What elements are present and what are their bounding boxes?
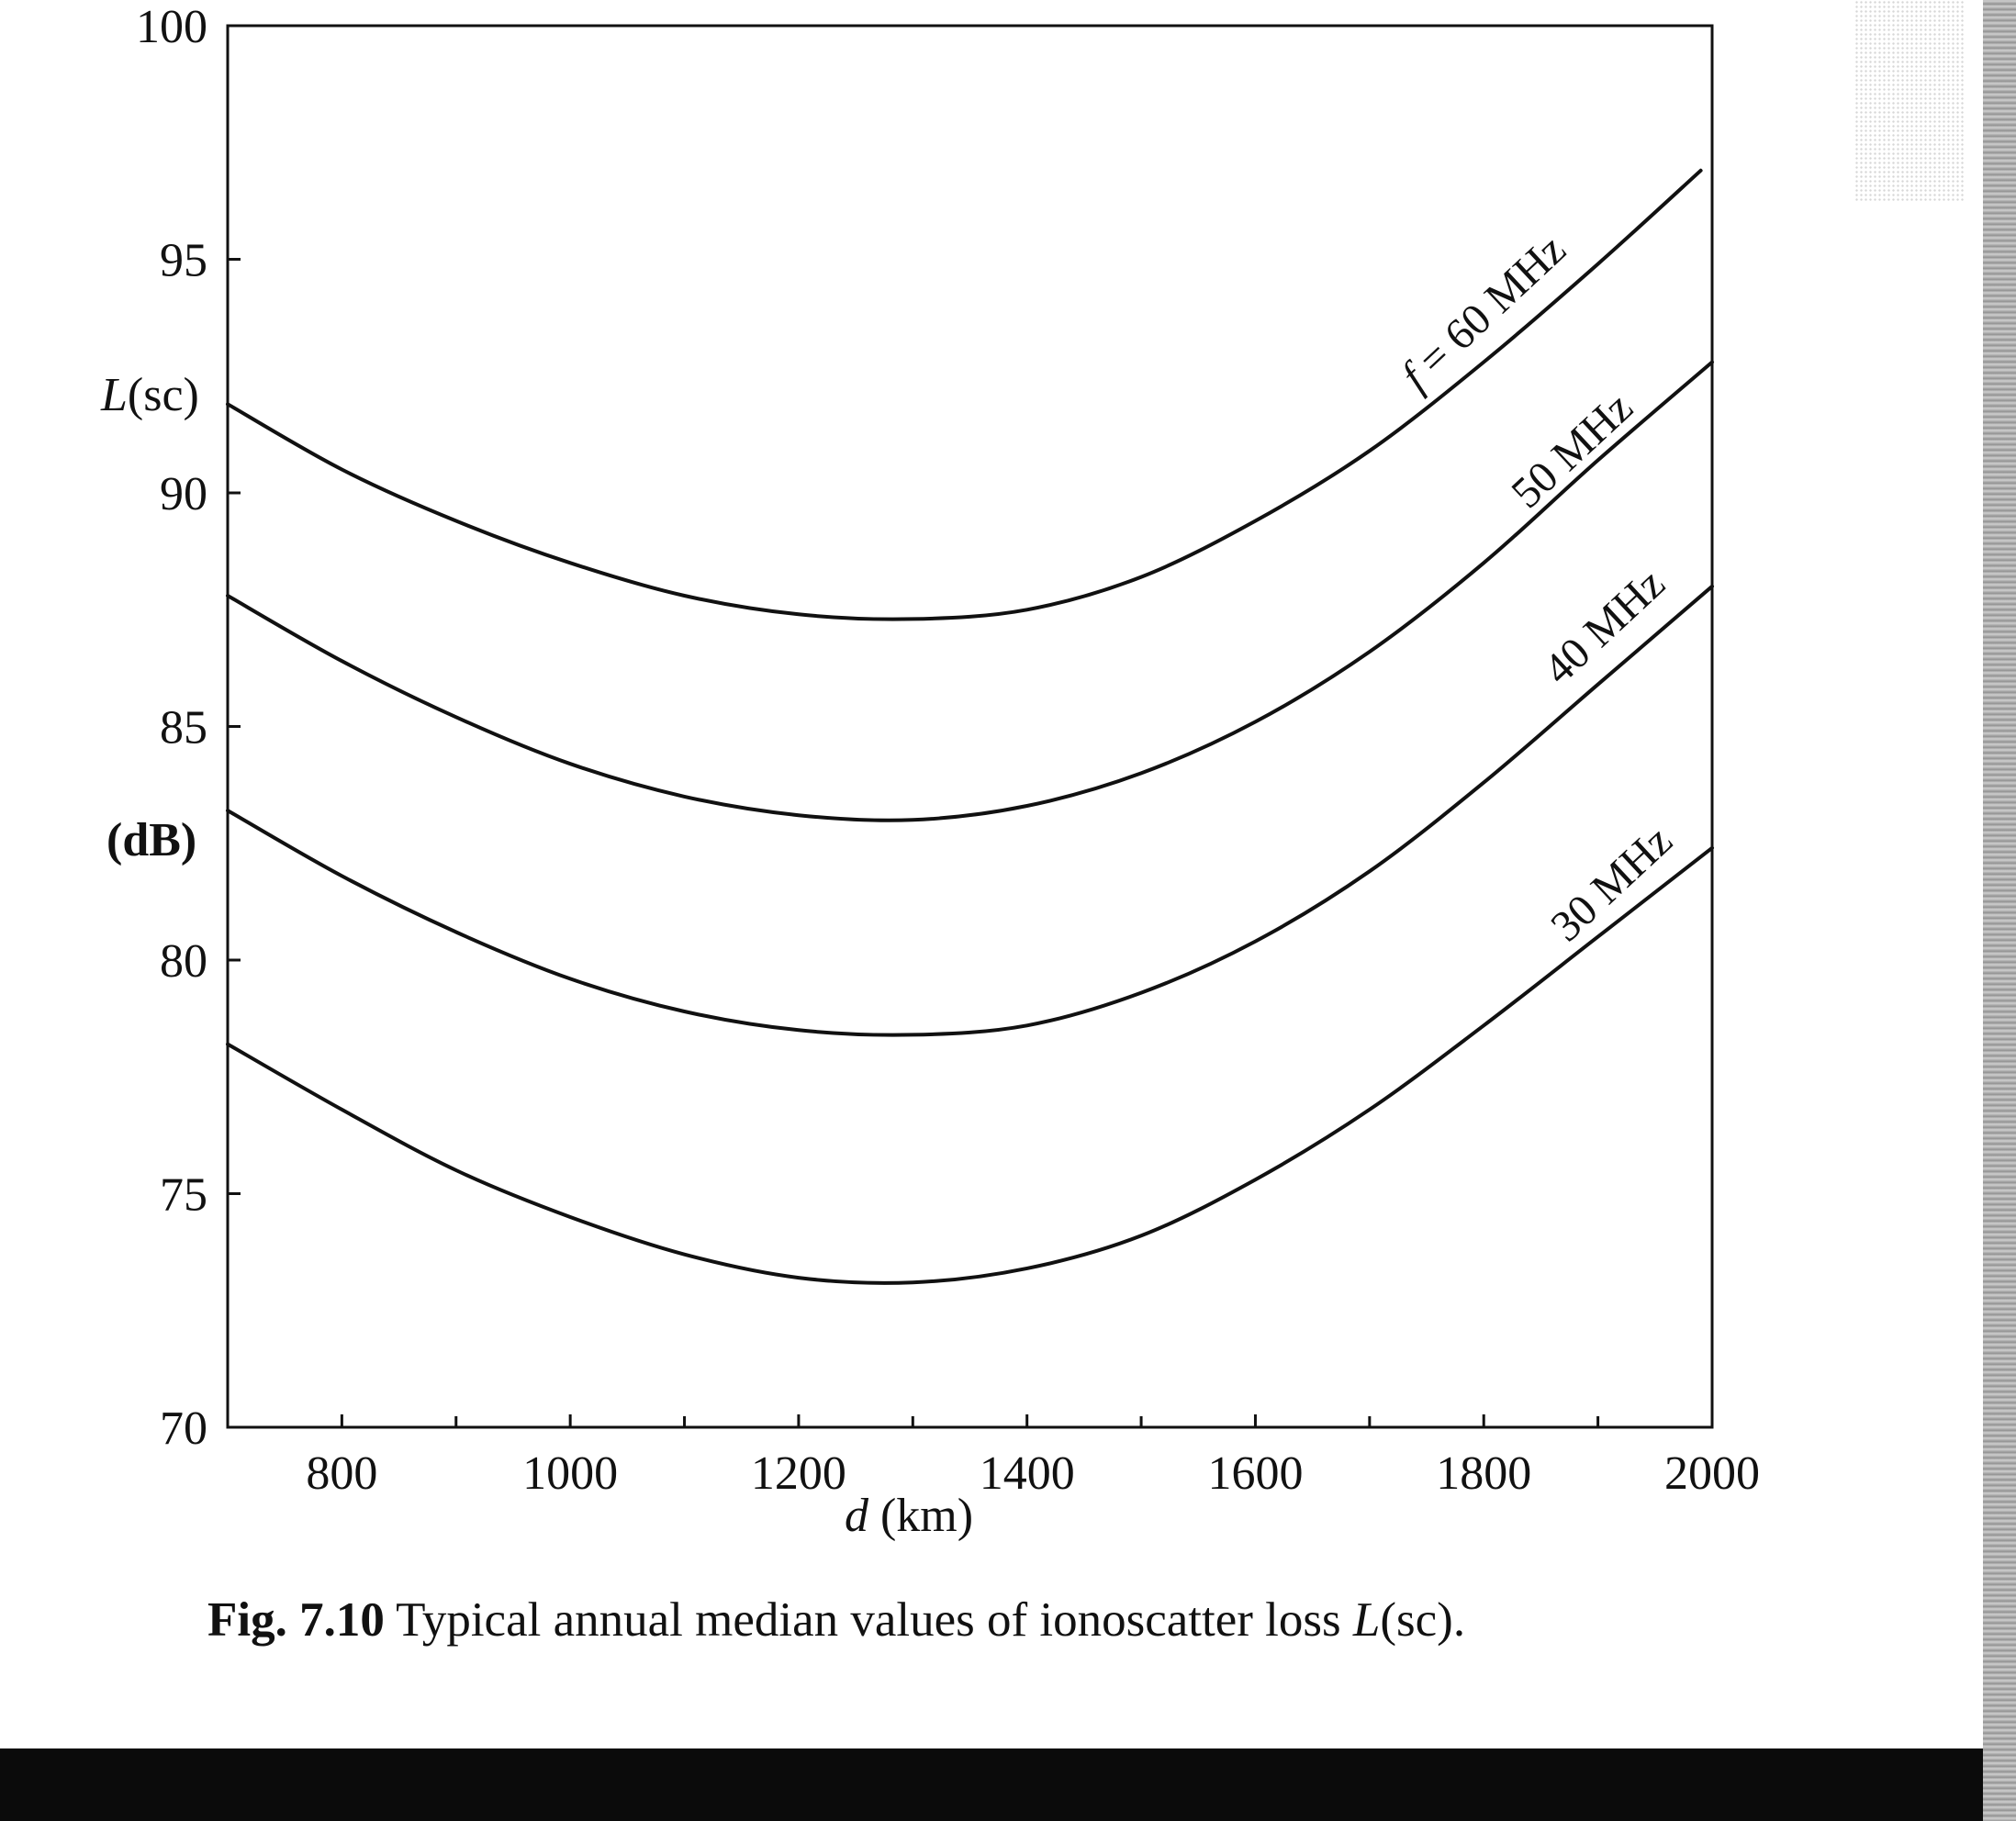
caption-variable: L: [1352, 1593, 1381, 1647]
scan-halftone-texture: [1854, 0, 1965, 202]
x-tick-label-1600: 1600: [1207, 1447, 1303, 1500]
y-axis-label-top: L(sc): [100, 369, 199, 421]
series-label-50mhz: 50 MHz: [1502, 383, 1641, 518]
y-tick-label-80: 80: [160, 935, 207, 988]
caption-suffix: (sc).: [1380, 1593, 1466, 1647]
y-axis-ticks: 70 75 80 85 90 95 100: [136, 1, 241, 1455]
caption-text: Typical annual median values of ionoscat…: [384, 1593, 1353, 1647]
y-tick-label-70: 70: [160, 1402, 207, 1455]
x-tick-label-800: 800: [306, 1447, 377, 1500]
figure-caption: Fig. 7.10 Typical annual median values o…: [207, 1592, 1465, 1648]
figure-number: Fig. 7.10: [207, 1593, 385, 1647]
series-label-40mhz: 40 MHz: [1534, 559, 1674, 694]
x-axis-label: d (km): [845, 1490, 973, 1542]
series-60mhz: [226, 168, 1703, 621]
y-tick-label-100: 100: [136, 1, 207, 53]
series-50mhz: [226, 360, 1714, 822]
plot-frame: [226, 24, 1714, 1429]
x-tick-label-1800: 1800: [1436, 1447, 1531, 1500]
y-tick-label-75: 75: [160, 1169, 207, 1222]
scan-page-edge: [1983, 0, 2016, 1821]
y-tick-label-85: 85: [160, 702, 207, 754]
x-axis-ticks: 800 1000 1200 1400 1600 1800 2000: [306, 1414, 1760, 1500]
x-tick-label-2000: 2000: [1664, 1447, 1760, 1500]
series-label-30mhz: 30 MHz: [1541, 816, 1681, 951]
scan-bottom-border: [0, 1748, 1983, 1821]
series-layer: [226, 168, 1714, 1285]
series-30mhz: [226, 845, 1714, 1285]
ionoscatter-loss-chart: 800 1000 1200 1400 1600 1800 2000 70 75 80 85 90 95…: [100, 1, 1760, 1542]
x-tick-label-1000: 1000: [522, 1447, 618, 1500]
x-tick-label-1400: 1400: [980, 1447, 1075, 1500]
y-tick-label-95: 95: [160, 235, 207, 287]
series-40mhz: [226, 584, 1714, 1037]
series-label-60mhz: f = 60 MHz: [1392, 225, 1574, 400]
x-tick-label-1200: 1200: [751, 1447, 846, 1500]
y-tick-label-90: 90: [160, 468, 207, 520]
y-axis-label-bottom: (dB): [106, 814, 196, 866]
